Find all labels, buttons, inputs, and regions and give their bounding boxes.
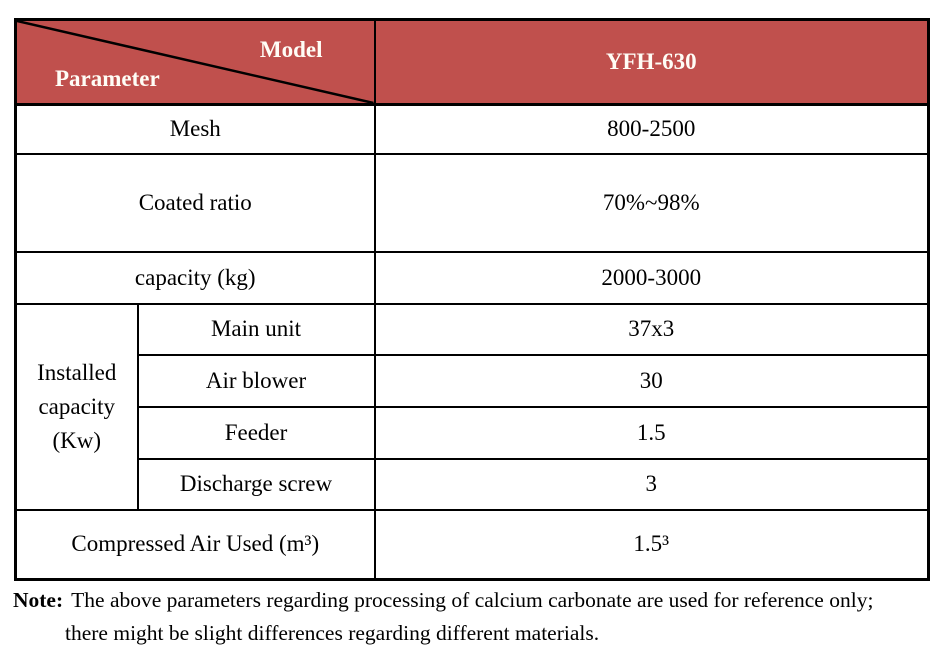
note-label: Note: bbox=[13, 588, 64, 612]
discharge-screw-value-cell: 3 bbox=[373, 457, 930, 511]
capacity-label-cell: capacity (kg) bbox=[14, 250, 376, 305]
table-row-mesh: Mesh 800-2500 bbox=[14, 103, 930, 155]
installed-capacity-label-cell: Installed capacity (Kw) bbox=[14, 302, 139, 511]
compressed-air-value-cell: 1.5³ bbox=[373, 508, 930, 581]
header-model-label: Model bbox=[259, 37, 323, 62]
table-row-compressed-air: Compressed Air Used (m³) 1.5³ bbox=[14, 508, 930, 581]
product-spec-table: Model Parameter YFH-630 Mesh 800-2500 Co… bbox=[14, 18, 930, 581]
table-row-capacity: capacity (kg) 2000-3000 bbox=[14, 250, 930, 305]
table-row-discharge-screw: Discharge screw 3 bbox=[16, 457, 930, 511]
table-row-feeder: Feeder 1.5 bbox=[16, 405, 930, 460]
main-unit-value-cell: 37x3 bbox=[373, 302, 930, 356]
compressed-air-label-cell: Compressed Air Used (m³) bbox=[14, 508, 376, 581]
table-row-air-blower: Air blower 30 bbox=[16, 353, 930, 408]
note: Note: The above parameters regarding proc… bbox=[13, 584, 895, 650]
diagonal-divider-line bbox=[17, 21, 373, 102]
table-row-coated-ratio: Coated ratio 70%~98% bbox=[14, 152, 930, 253]
discharge-screw-label-cell: Discharge screw bbox=[136, 457, 376, 511]
capacity-value-cell: 2000-3000 bbox=[373, 250, 930, 305]
air-blower-label-cell: Air blower bbox=[136, 353, 376, 408]
note-text: The above parameters regarding processin… bbox=[65, 588, 874, 645]
coated-ratio-value-cell: 70%~98% bbox=[373, 152, 930, 253]
feeder-label-cell: Feeder bbox=[136, 405, 376, 460]
table-row-main-unit: Installed capacity (Kw) Main unit 37x3 bbox=[14, 302, 930, 511]
air-blower-value-cell: 30 bbox=[373, 353, 930, 408]
header-parameter-label: Parameter bbox=[55, 66, 160, 91]
header-corner-cell: Model Parameter bbox=[14, 18, 376, 106]
mesh-label-cell: Mesh bbox=[14, 103, 376, 155]
coated-ratio-label-cell: Coated ratio bbox=[14, 152, 376, 253]
header-model-value-cell: YFH-630 bbox=[373, 18, 930, 106]
mesh-value-cell: 800-2500 bbox=[373, 103, 930, 155]
note-paragraph: Note: The above parameters regarding proc… bbox=[13, 584, 895, 650]
feeder-value-cell: 1.5 bbox=[373, 405, 930, 460]
table-header-row: Model Parameter YFH-630 bbox=[14, 18, 930, 106]
main-unit-label-cell: Main unit bbox=[136, 302, 376, 356]
